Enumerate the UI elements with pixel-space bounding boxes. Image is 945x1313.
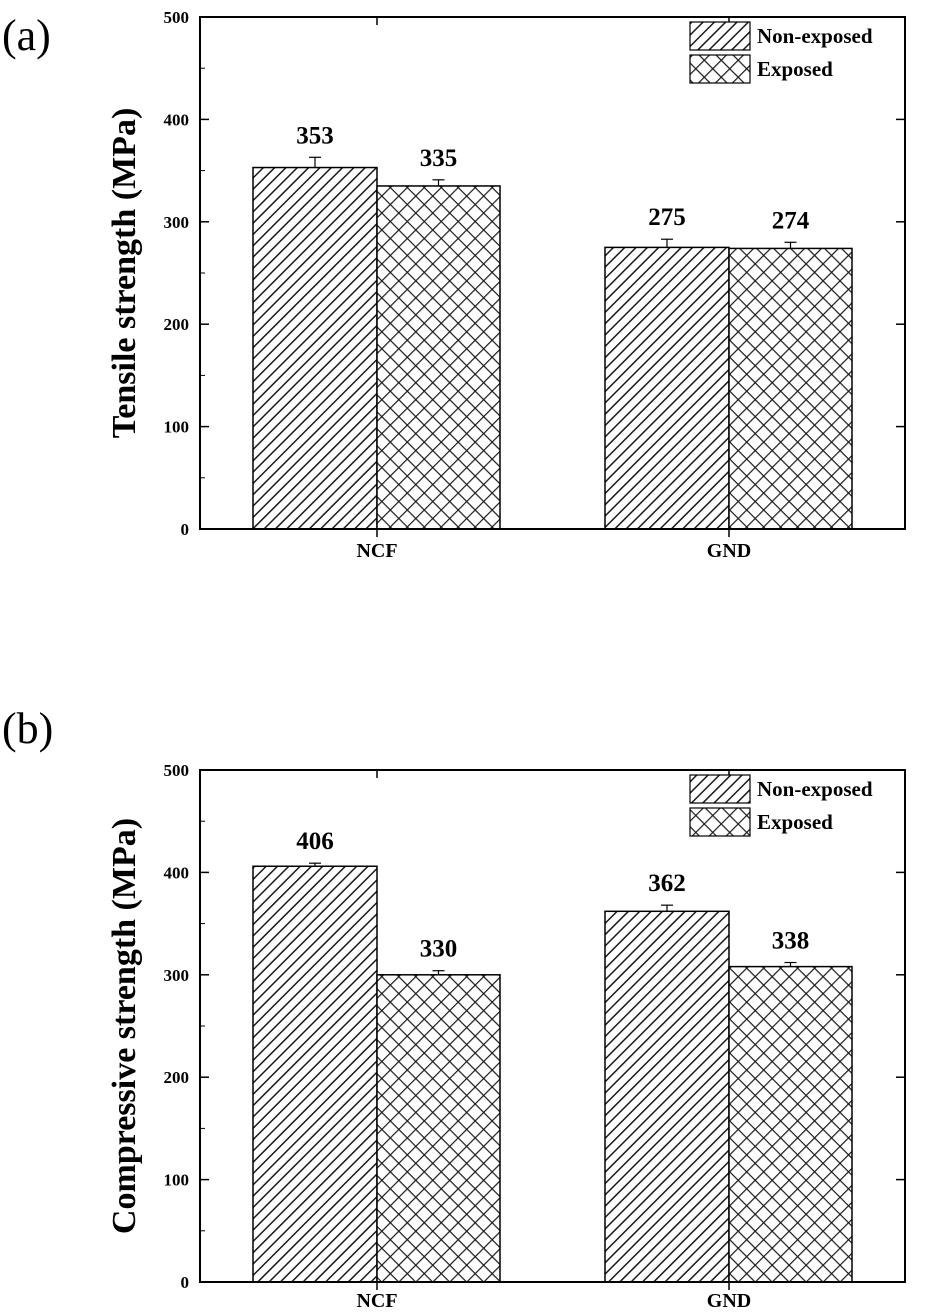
x-category-label: NCF (356, 1290, 397, 1312)
data-label: 406 (296, 828, 334, 855)
legend-label: Non-exposed (757, 24, 873, 48)
data-label: 353 (296, 122, 334, 149)
x-category-label: GND (707, 540, 751, 562)
y-tick-label: 100 (164, 418, 190, 437)
y-tick-label: 500 (164, 761, 190, 780)
chart-panel-a: (a) 353 275 335 274 0 100 200 300 400 500 NCF GND Ten… (2, 8, 906, 562)
legend-swatch (689, 774, 751, 804)
x-category-label: NCF (356, 540, 397, 562)
legend-swatch (689, 21, 751, 51)
y-tick-label: 200 (164, 1068, 190, 1087)
y-tick-label: 300 (164, 966, 190, 985)
legend-swatch (689, 54, 751, 84)
y-tick-label: 400 (164, 110, 190, 129)
legend-swatch (689, 807, 751, 837)
bar (604, 246, 730, 530)
data-label: 330 (420, 936, 458, 963)
y-axis-label: Tensile strength (MPa) (106, 108, 143, 439)
data-label: 362 (648, 870, 686, 897)
legend-label: Non-exposed (757, 777, 873, 801)
panel-letter: (b) (2, 704, 53, 753)
y-tick-label: 100 (164, 1171, 190, 1190)
y-tick-label: 0 (181, 1273, 190, 1292)
bar (728, 247, 853, 530)
data-label: 275 (648, 204, 686, 231)
bar (604, 910, 730, 1283)
y-axis-label: Compressive strength (MPa) (106, 818, 143, 1234)
data-label: 335 (420, 145, 458, 172)
x-category-label: GND (707, 1290, 751, 1312)
y-tick-label: 300 (164, 213, 190, 232)
bar (728, 965, 853, 1283)
y-tick-label: 400 (164, 863, 190, 882)
legend-label: Exposed (757, 810, 833, 834)
data-label: 274 (772, 207, 810, 234)
chart-panel-b: (b) 406 362 330 338 0 100 200 300 400 500 NCF GND Com… (2, 704, 906, 1312)
legend-label: Exposed (757, 57, 833, 81)
bar (252, 166, 378, 530)
y-tick-label: 500 (164, 8, 190, 27)
y-tick-label: 200 (164, 315, 190, 334)
bar (376, 185, 501, 530)
data-label: 338 (772, 928, 810, 955)
bar (376, 974, 501, 1283)
y-tick-label: 0 (181, 520, 190, 539)
bar (252, 865, 378, 1283)
panel-letter: (a) (2, 11, 51, 60)
